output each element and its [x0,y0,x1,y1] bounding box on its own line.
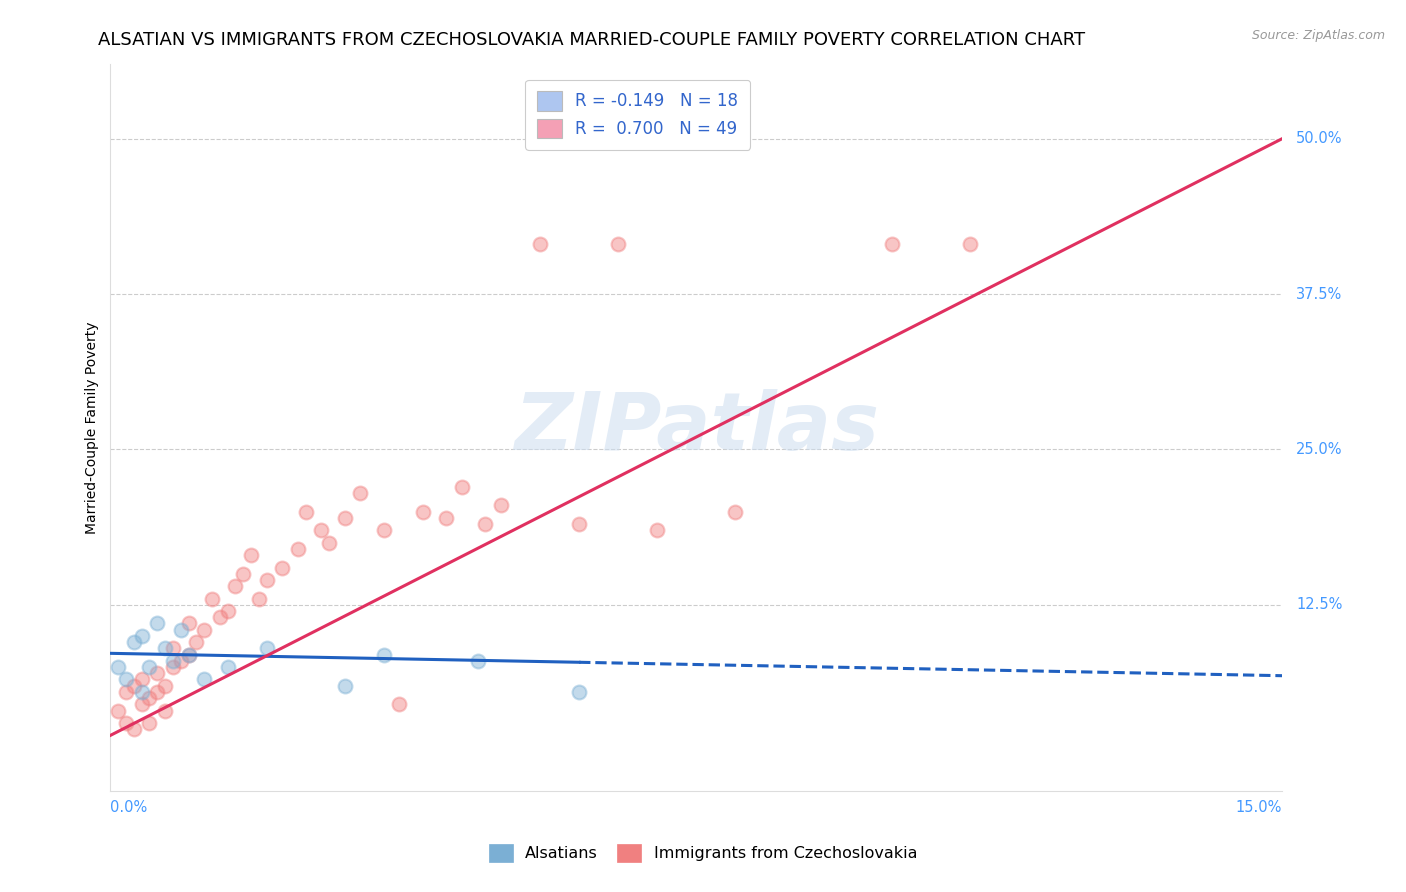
Point [122,635,145,649]
Legend: Alsatians, Immigrants from Czechoslovakia: Alsatians, Immigrants from Czechoslovaki… [482,838,924,868]
Point [373,648,395,662]
Point [162,660,184,674]
Point [311,523,333,537]
Text: 37.5%: 37.5% [1296,286,1343,301]
Text: 15.0%: 15.0% [1236,800,1282,815]
Point [131,629,153,643]
Point [122,679,145,693]
Point [201,591,224,606]
Point [412,505,434,519]
Point [177,648,200,662]
Text: ALSATIAN VS IMMIGRANTS FROM CZECHOSLOVAKIA MARRIED-COUPLE FAMILY POVERTY CORRELA: ALSATIAN VS IMMIGRANTS FROM CZECHOSLOVAK… [98,31,1085,49]
Point [153,679,176,693]
Point [115,715,138,730]
Point [186,635,208,649]
Point [193,623,215,637]
Point [880,237,903,252]
Point [162,654,184,668]
Point [115,685,138,699]
Y-axis label: Married-Couple Family Poverty: Married-Couple Family Poverty [86,321,100,534]
Point [208,610,231,624]
Point [146,685,169,699]
Point [153,641,176,656]
Point [138,660,160,674]
Point [474,516,496,531]
Point [146,666,169,681]
Point [256,573,278,587]
Point [333,511,356,525]
Point [224,579,246,593]
Point [170,623,193,637]
Text: 50.0%: 50.0% [1296,131,1343,146]
Point [529,237,551,252]
Point [131,685,153,699]
Point [568,685,591,699]
Point [489,499,512,513]
Text: Source: ZipAtlas.com: Source: ZipAtlas.com [1251,29,1385,42]
Point [318,535,340,549]
Point [247,591,270,606]
Point [146,616,169,631]
Point [170,654,193,668]
Point [115,673,138,687]
Point [177,648,200,662]
Point [256,641,278,656]
Point [294,505,316,519]
Point [162,641,184,656]
Point [177,616,200,631]
Text: 25.0%: 25.0% [1296,442,1343,457]
Point [434,511,457,525]
Point [271,560,294,574]
Point [645,523,668,537]
Point [607,237,630,252]
Point [131,673,153,687]
Point [349,486,371,500]
Point [131,698,153,712]
Point [107,704,129,718]
Point [451,480,474,494]
Point [138,715,160,730]
Text: 12.5%: 12.5% [1296,598,1343,612]
Point [217,604,239,618]
Point [153,704,176,718]
Point [217,660,239,674]
Point [232,566,254,581]
Point [568,516,591,531]
Point [122,722,145,736]
Text: 0.0%: 0.0% [111,800,148,815]
Point [333,679,356,693]
Text: ZIPatlas: ZIPatlas [513,389,879,467]
Point [373,523,395,537]
Point [107,660,129,674]
Legend: R = -0.149   N = 18, R =  0.700   N = 49: R = -0.149 N = 18, R = 0.700 N = 49 [526,79,749,150]
Point [193,673,215,687]
Point [287,541,309,556]
Point [959,237,981,252]
Point [724,505,747,519]
Point [138,691,160,706]
Point [240,548,263,562]
Point [388,698,411,712]
Point [467,654,489,668]
